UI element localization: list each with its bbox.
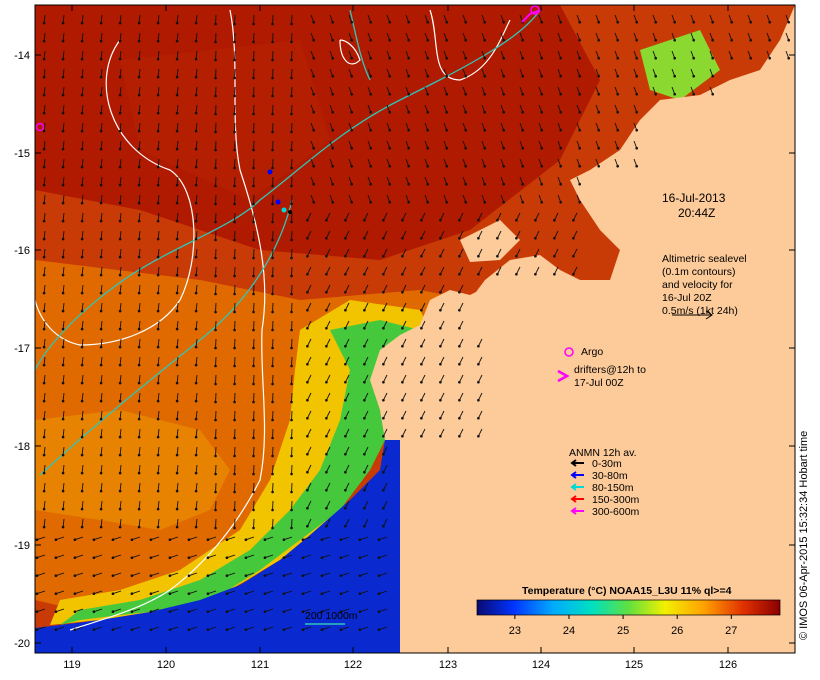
y-tick-label: -18 [14, 441, 30, 453]
depth-legend: ANMN 12h av. 0-30m30-80m80-150m150-300m3… [569, 447, 640, 518]
depth-legend-item: 30-80m [592, 470, 628, 482]
depth-legend-arrow-icon [570, 459, 584, 467]
colorbar-tick-label: 27 [725, 625, 737, 637]
altimetry-note: Altimetric sealevel (0.1m contours) and … [662, 253, 747, 320]
y-tick-label: -14 [14, 50, 30, 62]
y-axis: -14 -15 -16 -17 -18 -19 -20 [14, 50, 795, 650]
timestamp-date: 16-Jul-2013 [662, 191, 726, 205]
altimetry-note-line: Altimetric sealevel [662, 253, 747, 265]
depth-legend-item: 0-30m [592, 458, 622, 470]
colorbar-tick-label: 23 [509, 625, 521, 637]
depth-legend-arrow-icon [570, 483, 584, 491]
depth-legend-item: 300-600m [592, 506, 640, 518]
argo-legend-icon [564, 347, 574, 357]
y-tick-label: -16 [14, 245, 30, 257]
y-tick-label: -15 [14, 148, 30, 160]
altimetry-note-line: 0.5m/s (1kt 24h) [662, 305, 738, 317]
x-axis: 119 120 121 122 123 124 125 126 [63, 5, 737, 671]
depth-legend-item: 80-150m [592, 482, 634, 494]
x-tick-label: 119 [63, 659, 81, 671]
y-tick-label: -19 [14, 540, 30, 552]
x-tick-label: 125 [625, 659, 643, 671]
altimetry-note-line: 16-Jul 20Z [662, 292, 712, 304]
colorbar-tick-label: 25 [617, 625, 629, 637]
x-tick-label: 123 [439, 659, 457, 671]
sealevel-contours [35, 9, 511, 631]
argo-float-marker[interactable] [35, 122, 45, 132]
isobath-label: 200 1000m [305, 610, 358, 622]
altimetry-note-line: (0.1m contours) [662, 266, 736, 278]
ocean-cold-coastal [35, 440, 400, 653]
x-tick-label: 121 [251, 659, 269, 671]
colorbar [476, 599, 781, 616]
credit-text: © IMOS 06-Apr-2015 15:32:34 Hobart time [798, 430, 810, 640]
timestamp-time: 20:44Z [678, 206, 715, 220]
map-frame [34, 4, 796, 654]
colorbar-ticks: 23 24 25 26 27 [509, 615, 737, 637]
x-tick-label: 120 [157, 659, 175, 671]
map-plot-area [35, 5, 795, 653]
depth-legend-title: ANMN 12h av. [569, 447, 637, 459]
velocity-arrows [35, 14, 790, 631]
depth-legend-arrow-icon [570, 471, 584, 479]
drifters-label: 17-Jul 00Z [574, 377, 624, 389]
x-tick-label: 122 [344, 659, 362, 671]
isobath-lines [35, 9, 541, 476]
y-tick-label: -17 [14, 343, 30, 355]
depth-legend-arrow-icon [570, 507, 584, 515]
drifters-label: drifters@12h to [574, 364, 646, 376]
altimetry-note-line: and velocity for [662, 279, 733, 291]
colorbar-tick-label: 26 [671, 625, 683, 637]
drifter-legend-icon [557, 369, 570, 383]
colorbar-tick-label: 24 [563, 625, 575, 637]
depth-legend-arrow-icon [570, 495, 584, 503]
ocean-cool-zone [50, 300, 440, 625]
depth-legend-item: 150-300m [592, 494, 640, 506]
argo-label: Argo [581, 346, 603, 358]
scale-arrow-icon [672, 310, 713, 320]
x-tick-label: 124 [532, 659, 550, 671]
y-tick-label: -20 [14, 638, 30, 650]
x-tick-label: 126 [719, 659, 737, 671]
colorbar-title: Temperature (°C) NOAA15_L3U 11% ql>=4 [522, 585, 732, 597]
anmn-markers [267, 169, 292, 214]
land-mass [370, 5, 795, 653]
